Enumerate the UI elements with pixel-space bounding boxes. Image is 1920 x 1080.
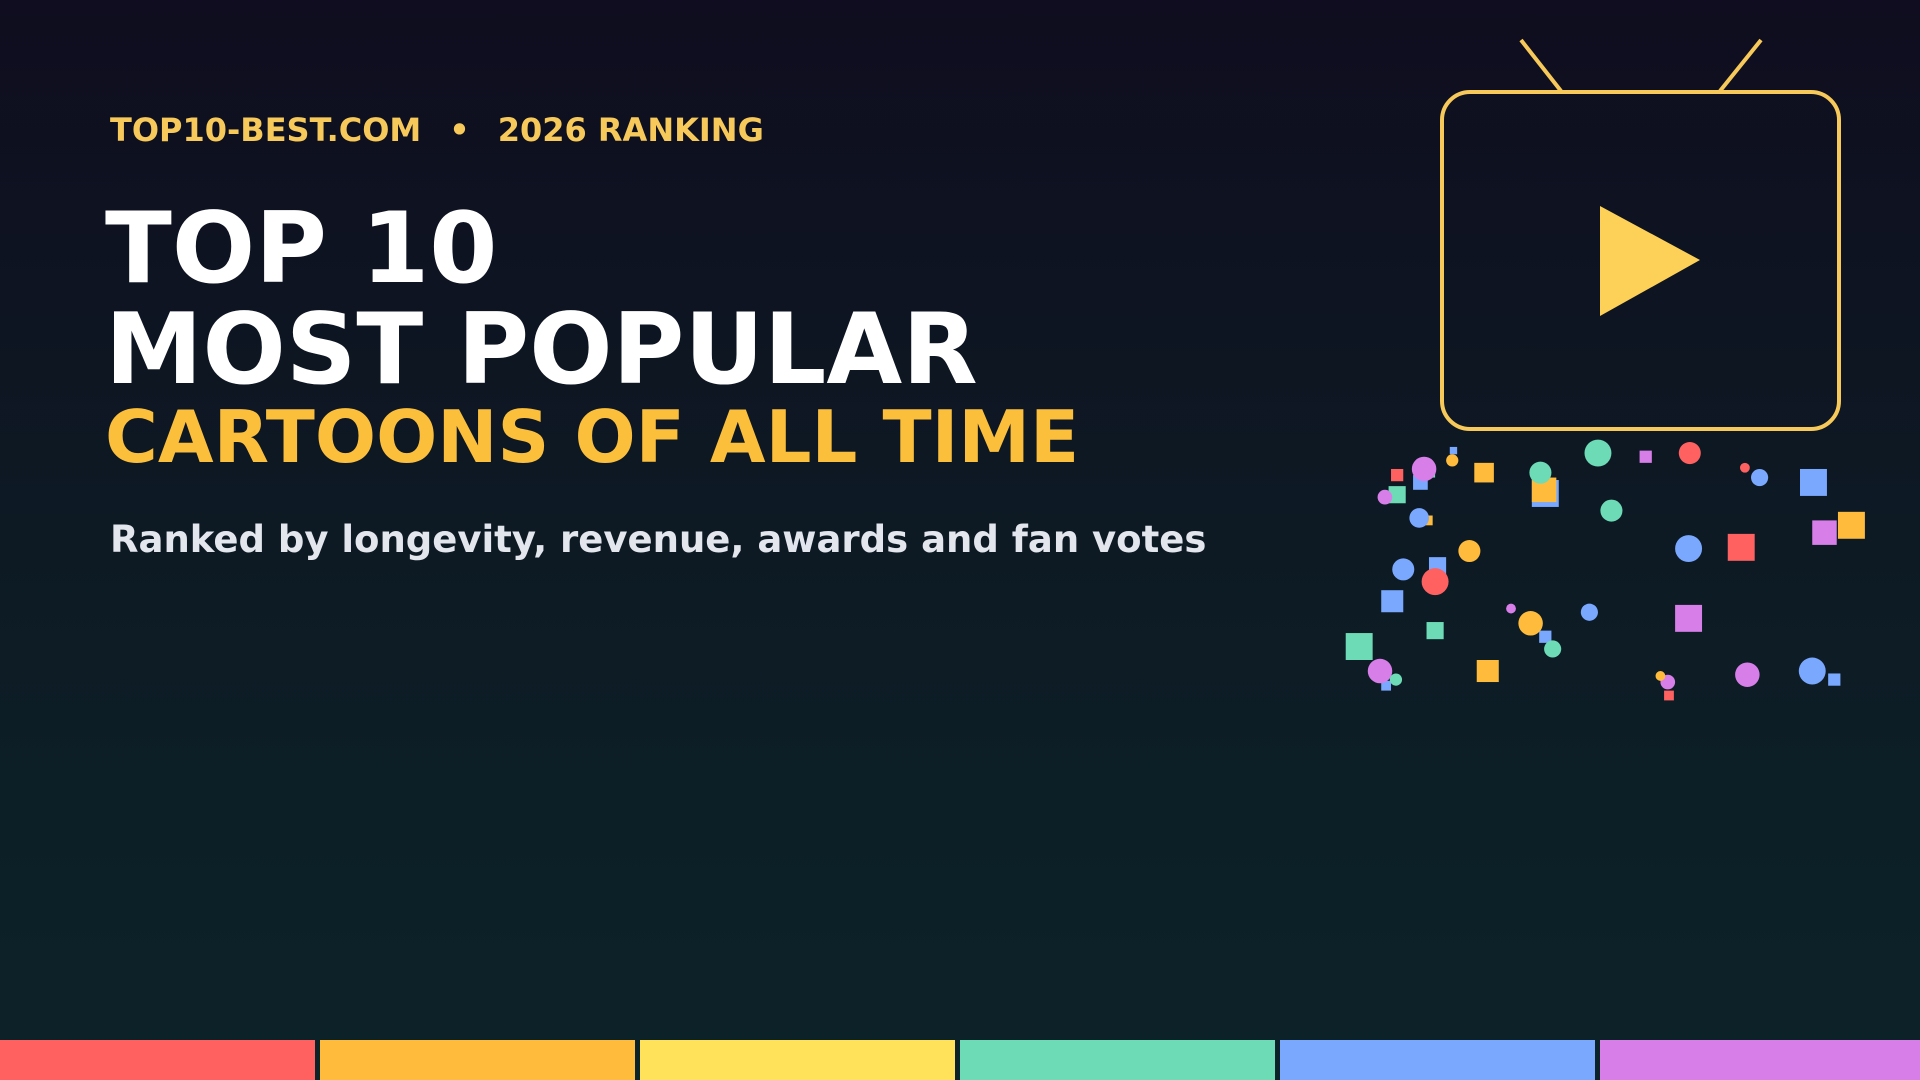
confetti-piece [1655, 671, 1666, 681]
confetti-piece [1367, 658, 1393, 684]
bullet: • [449, 111, 469, 149]
confetti-piece [1446, 454, 1459, 467]
confetti-piece [1735, 662, 1760, 687]
confetti-piece [1837, 511, 1865, 539]
strip [320, 1040, 635, 1080]
confetti-piece [1381, 680, 1392, 691]
confetti-piece [1584, 439, 1612, 467]
strip [640, 1040, 955, 1080]
confetti-piece [1391, 468, 1404, 482]
confetti-piece [1421, 568, 1449, 596]
confetti-piece [1539, 630, 1552, 643]
confetti-piece [1678, 442, 1701, 465]
confetti-piece [1411, 456, 1437, 482]
confetti-piece [1544, 640, 1562, 658]
subtitle: Ranked by longevity, revenue, awards and… [110, 518, 1206, 561]
confetti-piece [1812, 520, 1837, 545]
tv-icon [1440, 38, 1841, 431]
confetti-piece [1476, 660, 1499, 683]
strip [1600, 1040, 1920, 1080]
confetti-piece [1727, 533, 1755, 561]
confetti-piece [1426, 622, 1444, 640]
confetti-piece [1388, 486, 1406, 504]
play-icon [1600, 206, 1700, 316]
confetti-piece [1381, 590, 1404, 613]
confetti-piece [1529, 461, 1552, 484]
confetti-piece [1409, 508, 1429, 528]
confetti-piece [1675, 535, 1703, 563]
confetti-piece [1751, 468, 1769, 487]
confetti-piece [1345, 633, 1373, 660]
confetti-piece [1600, 499, 1623, 522]
title-line: TOP 10 [105, 192, 497, 306]
confetti-piece [1377, 489, 1393, 505]
antenna [1519, 38, 1563, 93]
confetti-piece [1580, 603, 1598, 621]
confetti-piece [1639, 450, 1652, 463]
confetti-piece [1800, 468, 1827, 496]
site-name: TOP10-BEST.COM [110, 111, 421, 149]
confetti-piece [1828, 673, 1841, 686]
strip [1280, 1040, 1595, 1080]
confetti-piece [1449, 446, 1458, 455]
confetti-piece [1474, 462, 1494, 483]
strip [960, 1040, 1275, 1080]
confetti-piece [1389, 673, 1403, 686]
confetti-piece [1458, 540, 1481, 563]
antenna [1718, 38, 1763, 93]
confetti-piece [1740, 462, 1750, 473]
confetti-piece [1392, 558, 1415, 581]
title-line: MOST POPULAR [105, 293, 978, 407]
confetti-piece [1798, 657, 1826, 685]
ranking: 2026 RANKING [498, 111, 764, 149]
title-highlight: CARTOONS OF ALL TIME [105, 395, 1079, 479]
confetti [1345, 439, 1865, 701]
strip [0, 1040, 315, 1080]
color-strip [0, 1040, 1920, 1080]
eyebrow: TOP10-BEST.COM • 2026 RANKING [110, 111, 764, 149]
tv-screen [1440, 90, 1841, 431]
confetti-piece [1506, 603, 1516, 614]
confetti-piece [1664, 690, 1674, 701]
confetti-piece [1518, 611, 1543, 636]
confetti-piece [1675, 604, 1703, 632]
